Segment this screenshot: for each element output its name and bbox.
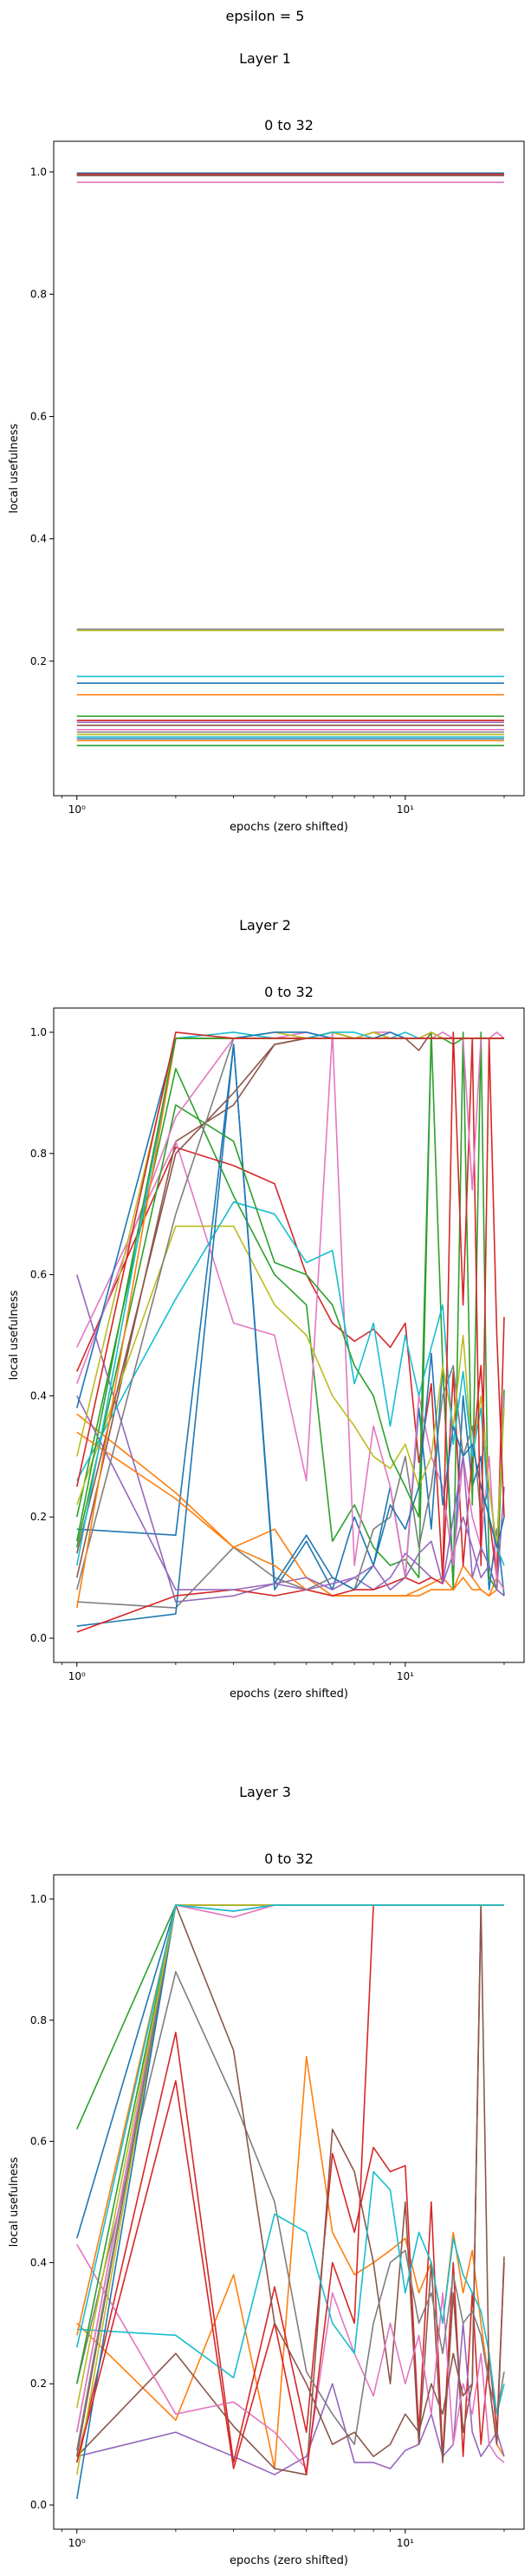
chart-title: 0 to 32	[264, 984, 314, 1000]
series-line	[76, 1431, 505, 1597]
series-line	[75, 1904, 504, 2451]
series-line	[75, 1904, 505, 2457]
chart-layer-3: Layer 3 0 to 32 0.0 0.2 0.4 0.6 0.8 1.0 10⁰ 10¹ ep…	[8, 1784, 525, 2567]
x-tick-label: 10⁰	[68, 803, 86, 816]
series-line	[75, 1031, 504, 1487]
chart-title: 0 to 32	[264, 1851, 314, 1867]
y-tick-label: 1.0	[30, 1026, 47, 1038]
y-tick-label: 0.4	[30, 2256, 47, 2268]
series-line	[75, 1904, 504, 2348]
series-line	[76, 1395, 505, 1597]
chart-header: Layer 3	[239, 1784, 291, 1800]
y-tick-label: 0.6	[30, 1269, 47, 1281]
series-line	[76, 2170, 505, 2415]
x-tick-label: 10¹	[397, 1670, 414, 1682]
x-tick-label: 10⁰	[68, 2537, 86, 2549]
series-group	[75, 1904, 505, 2500]
series-line	[76, 2244, 505, 2469]
y-tick-label: 0.6	[30, 2136, 47, 2148]
y-tick-label: 0.8	[30, 1148, 47, 1160]
chart-header: Layer 1	[239, 50, 291, 67]
series-line	[75, 2031, 505, 2463]
series-line	[75, 1031, 505, 1590]
y-tick-label: 1.0	[30, 166, 47, 178]
x-axis-label: epochs (zero shifted)	[230, 821, 348, 834]
chart-title: 0 to 32	[264, 117, 314, 133]
series-line	[75, 1031, 504, 1590]
y-tick-label: 0.4	[30, 533, 47, 545]
x-axis-label: epochs (zero shifted)	[230, 1688, 348, 1701]
x-axis-label: epochs (zero shifted)	[230, 2554, 348, 2567]
series-line	[76, 1031, 505, 1384]
x-tick-label: 10¹	[397, 2537, 414, 2549]
chart-layer-2: Layer 2 0 to 32 0.0 0.2 0.4 0.6 0.8 1.0 10⁰ 10¹ ep…	[8, 917, 525, 1701]
y-tick-label: 0.2	[30, 1511, 47, 1523]
y-axis-label: local usefulness	[8, 1290, 21, 1380]
plot-frame	[53, 140, 525, 797]
y-tick-label: 0.0	[30, 1632, 47, 1644]
y-axis-label: local usefulness	[8, 2156, 21, 2247]
y-tick-label: 0.8	[30, 288, 47, 300]
series-line	[75, 1971, 505, 2445]
series-line	[75, 1274, 505, 1603]
series-line	[76, 1200, 505, 1566]
chart-header: Layer 2	[239, 917, 291, 933]
figure-suptitle: epsilon = 5	[226, 8, 305, 24]
plot-frame	[53, 1874, 525, 2530]
series-line	[76, 1031, 505, 1633]
plot-frame	[53, 1007, 525, 1663]
y-axis-label: local usefulness	[8, 423, 21, 513]
y-tick-label: 0.4	[30, 1389, 47, 1402]
x-tick-label: 10⁰	[68, 1670, 86, 1682]
series-line	[76, 2322, 505, 2475]
series-group	[76, 172, 504, 746]
y-tick-label: 0.8	[30, 2014, 47, 2026]
series-line	[76, 1031, 505, 1590]
series-group	[75, 1031, 505, 1633]
series-line	[76, 1413, 505, 1597]
series-line	[76, 1225, 505, 1548]
series-line	[76, 1146, 505, 1578]
y-tick-label: 1.0	[30, 1893, 47, 1905]
series-line	[75, 1031, 504, 1457]
y-tick-label: 0.2	[30, 655, 47, 667]
y-tick-label: 0.6	[30, 411, 47, 423]
chart-layer-1: Layer 1 0 to 32 0.2 0.4 0.6 0.8 1.0 10⁰ 10¹ epoch…	[8, 50, 525, 834]
x-tick-label: 10¹	[397, 803, 414, 816]
y-tick-label: 0.2	[30, 2378, 47, 2390]
y-tick-label: 0.0	[30, 2499, 47, 2511]
